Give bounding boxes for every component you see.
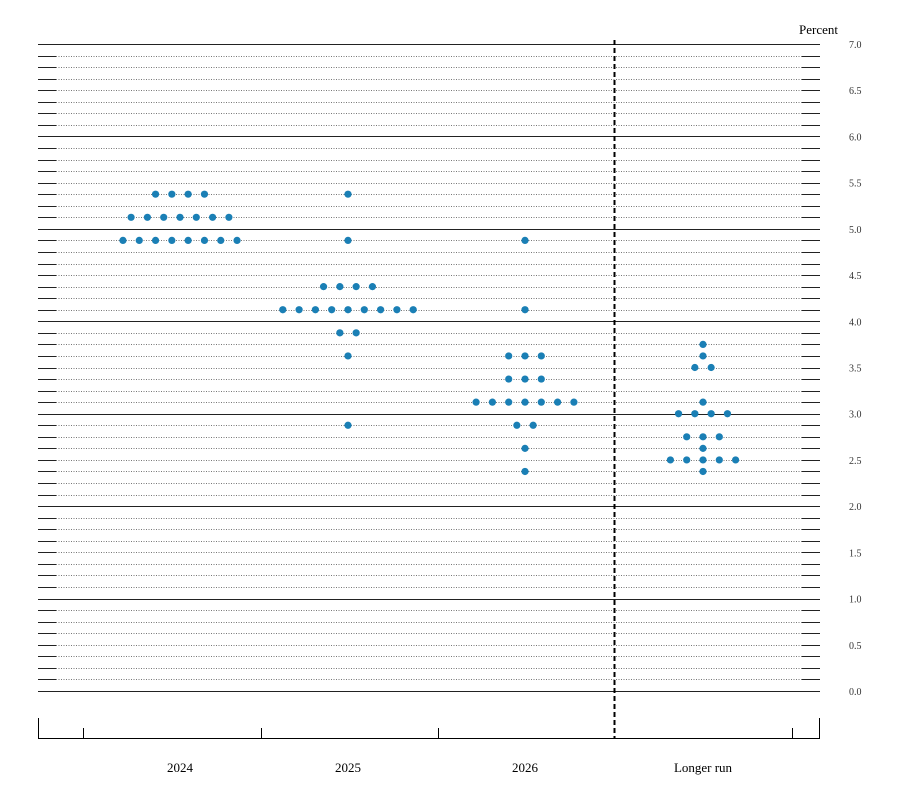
dot-2024 <box>192 213 200 221</box>
dot-2025 <box>344 352 352 360</box>
dot-longer-run <box>699 456 707 464</box>
dot-2025 <box>319 283 328 291</box>
dot-longer-run <box>699 352 707 360</box>
dot-2024 <box>135 236 143 245</box>
dot-longer-run <box>683 433 691 441</box>
dot-2026 <box>521 306 529 314</box>
dot-2024 <box>176 213 184 221</box>
dot-2026 <box>521 398 529 406</box>
dot-2025 <box>393 306 401 314</box>
x-tick-label: Longer run <box>674 760 733 775</box>
y-tick-label: 7.0 <box>849 40 862 51</box>
dot-2025 <box>352 283 360 291</box>
y-tick-label: 3.5 <box>849 364 862 375</box>
dot-2026 <box>505 375 513 383</box>
dot-2026 <box>521 444 529 452</box>
dot-2026 <box>529 421 537 429</box>
dot-2026 <box>521 352 529 360</box>
x-tick-label: 2026 <box>512 760 539 775</box>
dot-longer-run <box>683 456 691 464</box>
dot-2025 <box>279 306 287 314</box>
dot-2024 <box>168 236 176 245</box>
dot-2025 <box>377 306 385 314</box>
dot-2025 <box>409 306 417 314</box>
dot-2024 <box>168 190 176 198</box>
dot-longer-run <box>732 456 740 464</box>
dot-2024 <box>143 213 151 221</box>
dot-longer-run <box>699 444 707 452</box>
dot-2024 <box>209 213 217 221</box>
dot-2025 <box>336 283 344 291</box>
dot-2026 <box>537 352 545 360</box>
y-tick-label: 5.0 <box>849 225 862 236</box>
dot-longer-run <box>723 410 732 418</box>
dot-2026 <box>513 421 521 429</box>
dot-2026 <box>570 398 578 406</box>
dot-2025 <box>352 329 360 337</box>
dot-2024 <box>119 236 127 245</box>
dot-2026 <box>521 375 529 383</box>
y-tick-label: 4.0 <box>849 317 862 328</box>
dot-2024 <box>184 190 192 198</box>
dot-2024 <box>200 236 209 245</box>
dot-2024 <box>151 236 160 245</box>
dot-longer-run <box>699 398 707 406</box>
y-tick-label: 2.5 <box>849 456 862 467</box>
dot-2026 <box>505 398 513 406</box>
dot-2025 <box>360 306 368 314</box>
x-tick-label: 2025 <box>335 760 361 775</box>
y-tick-label: 4.5 <box>849 271 862 282</box>
dot-2025 <box>344 306 352 314</box>
dot-2024 <box>225 213 233 221</box>
dot-2025 <box>344 236 352 245</box>
y-tick-label: 1.5 <box>849 548 862 559</box>
dot-2024 <box>200 190 209 198</box>
dot-2024 <box>151 190 160 198</box>
dot-2025 <box>311 306 319 314</box>
dot-2026 <box>537 375 545 383</box>
y-axis-unit-label: Percent <box>799 22 838 37</box>
dot-longer-run <box>674 410 683 418</box>
dot-2024 <box>127 213 135 221</box>
y-tick-label: 3.0 <box>849 410 862 421</box>
y-tick-label: 6.0 <box>849 132 862 143</box>
x-tick-label: 2024 <box>167 760 194 775</box>
dot-longer-run <box>699 433 707 441</box>
dot-2025 <box>344 190 352 198</box>
dot-2026 <box>505 352 513 360</box>
dot-2024 <box>233 236 241 245</box>
dot-longer-run <box>691 410 699 418</box>
dot-longer-run <box>715 456 723 464</box>
dot-longer-run <box>699 340 707 348</box>
dot-longer-run <box>691 363 699 372</box>
dot-2026 <box>488 398 496 406</box>
y-tick-label: 2.0 <box>849 502 862 513</box>
y-tick-label: 0.0 <box>849 687 862 698</box>
dot-2026 <box>554 398 562 406</box>
y-tick-label: 5.5 <box>849 179 862 190</box>
y-tick-label: 1.0 <box>849 595 862 606</box>
dot-longer-run <box>666 456 675 464</box>
dot-2025 <box>368 283 377 291</box>
dot-longer-run <box>715 433 723 441</box>
y-tick-label: 0.5 <box>849 641 862 652</box>
dot-2025 <box>328 306 336 314</box>
dot-2026 <box>521 236 529 245</box>
dot-2024 <box>184 236 192 245</box>
dot-2024 <box>217 236 225 245</box>
dot-longer-run <box>707 363 715 372</box>
dot-2026 <box>472 398 480 406</box>
dot-2025 <box>344 421 352 429</box>
dot-2024 <box>160 213 168 221</box>
dot-longer-run <box>699 467 707 476</box>
y-tick-label: 6.5 <box>849 86 862 97</box>
dot-longer-run <box>707 410 715 418</box>
dot-2026 <box>537 398 545 406</box>
dot-2025 <box>336 329 344 337</box>
dot-2025 <box>295 306 303 314</box>
dot-2026 <box>521 467 529 476</box>
